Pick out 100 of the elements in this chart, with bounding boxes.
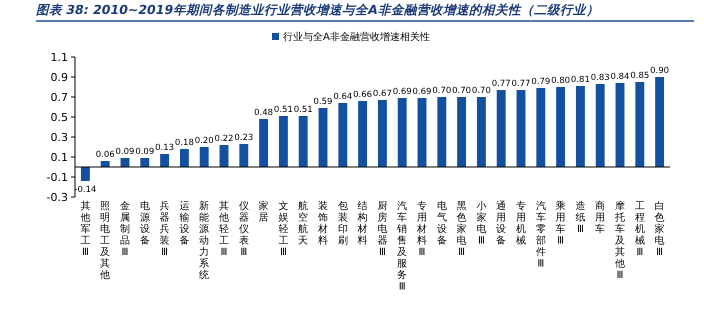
data-label: 0.67 <box>372 89 392 99</box>
data-label: 0.51 <box>274 105 293 115</box>
bar <box>596 84 605 167</box>
bar <box>259 119 268 167</box>
x-tick-label: 新能源动力系统 <box>199 200 210 281</box>
x-tick-label: 专用材料Ⅲ <box>416 200 427 258</box>
bar <box>338 103 348 167</box>
data-label: 0.69 <box>412 87 432 97</box>
x-tick-label: 运输设备 <box>179 200 190 246</box>
x-tick-label: 电源设备 <box>140 200 150 246</box>
data-label: 0.51 <box>294 105 313 115</box>
data-label: 0.81 <box>570 75 590 85</box>
data-label: 0.83 <box>590 73 610 83</box>
data-label: 0.66 <box>353 90 372 100</box>
x-tick-label: 其他轻工Ⅲ <box>218 200 229 258</box>
x-tick-label: 汽车零部件Ⅲ <box>536 200 546 270</box>
data-label: 0.70 <box>432 86 452 96</box>
data-label: 0.18 <box>174 138 194 148</box>
bar <box>239 144 248 167</box>
bar <box>635 82 644 167</box>
data-label: 0.22 <box>214 134 234 144</box>
data-label: 0.84 <box>610 72 630 82</box>
x-tick-label: 航空航天 <box>298 200 308 246</box>
bar <box>398 98 407 167</box>
x-tick-label: 包装印刷 <box>338 200 348 246</box>
x-tick-label: 造纸Ⅲ <box>575 200 586 235</box>
x-tick-label: 工程机械Ⅲ <box>634 201 645 258</box>
data-label: 0.77 <box>512 79 530 89</box>
bar <box>556 87 566 167</box>
bar <box>80 167 90 181</box>
x-tick-label: 厨房电器Ⅲ <box>377 201 388 258</box>
bar <box>180 149 189 167</box>
bar <box>378 100 387 167</box>
y-tick-label: 0.9 <box>50 70 68 84</box>
bar <box>160 154 170 167</box>
data-label: 0.13 <box>155 143 174 153</box>
y-tick-label: -0.3 <box>46 190 68 204</box>
bar <box>120 158 130 167</box>
bar <box>496 90 506 167</box>
data-label: 0.23 <box>234 133 254 143</box>
bar <box>616 83 624 167</box>
data-label: 0.06 <box>96 150 115 160</box>
x-tick-label: 通用设备 <box>496 200 506 246</box>
bar <box>418 98 426 167</box>
bar <box>278 116 288 167</box>
x-tick-label: 乘用车Ⅲ <box>556 200 566 246</box>
bar <box>358 101 368 167</box>
x-tick-label: 装饰材料 <box>317 200 328 246</box>
bar <box>457 97 466 167</box>
bar <box>140 158 150 167</box>
x-tick-label: 专用机械 <box>516 200 526 246</box>
x-tick-label: 白色家电Ⅲ <box>654 200 665 258</box>
data-label: -0.14 <box>74 185 96 195</box>
data-label: 0.20 <box>194 136 214 146</box>
bar <box>437 97 446 167</box>
bar <box>476 97 486 167</box>
y-tick-label: 0.5 <box>50 110 68 124</box>
x-tick-label: 结构材料 <box>356 200 368 246</box>
data-label: 0.48 <box>254 108 274 118</box>
x-tick-label: 仪器仪表Ⅲ <box>238 200 249 258</box>
x-tick-label: 家居 <box>258 200 269 224</box>
data-label: 0.09 <box>116 147 134 157</box>
bar <box>100 161 110 167</box>
y-tick-label: 0.3 <box>50 130 68 144</box>
legend-label: 行业与全A非金融营收增速相关性 <box>283 31 430 43</box>
y-tick-label: 1.1 <box>50 50 68 64</box>
bar <box>576 86 585 167</box>
data-label: 0.90 <box>650 66 670 76</box>
y-tick-label: 0.1 <box>50 150 68 164</box>
y-tick-label: -0.1 <box>46 170 68 184</box>
bar <box>318 108 328 167</box>
data-label: 0.79 <box>531 77 550 87</box>
data-label: 0.80 <box>551 76 570 86</box>
x-tick-label: 小家电Ⅲ <box>476 200 486 246</box>
data-label: 0.70 <box>452 86 472 96</box>
bar <box>655 77 664 167</box>
x-tick-label: 商用车 <box>595 200 606 235</box>
data-label: 0.64 <box>333 92 352 102</box>
bar <box>298 116 308 167</box>
data-label: 0.59 <box>314 97 332 107</box>
data-label: 0.77 <box>492 79 511 89</box>
x-tick-label: 黑色家电Ⅲ <box>456 201 467 258</box>
data-label: 0.85 <box>630 71 650 81</box>
bar <box>220 145 228 167</box>
x-tick-label: 其他军工Ⅲ <box>80 200 90 258</box>
x-tick-label: 文娱轻工Ⅲ <box>278 200 288 258</box>
chart-title: 图表 38: 2010~2019年期间各制造业行业营收增速与全A非金融营收增速的相关性（二级行业） <box>36 2 599 17</box>
x-tick-label: 摩托车及其他Ⅲ <box>614 200 626 281</box>
x-tick-label: 电气设备 <box>436 200 447 246</box>
x-tick-label: 照明电工及其他 <box>100 201 110 281</box>
bar <box>516 90 526 167</box>
y-tick-label: 0.7 <box>50 90 68 104</box>
data-label: 0.70 <box>472 86 491 96</box>
data-label: 0.69 <box>392 87 412 97</box>
x-tick-label: 金属制品Ⅲ <box>120 200 130 258</box>
bar <box>200 147 209 167</box>
data-label: 0.09 <box>135 147 154 157</box>
x-tick-label: 汽车销售及服务Ⅲ <box>396 200 408 292</box>
bar <box>536 88 546 167</box>
x-tick-label: 兵器兵装Ⅲ <box>160 200 170 258</box>
